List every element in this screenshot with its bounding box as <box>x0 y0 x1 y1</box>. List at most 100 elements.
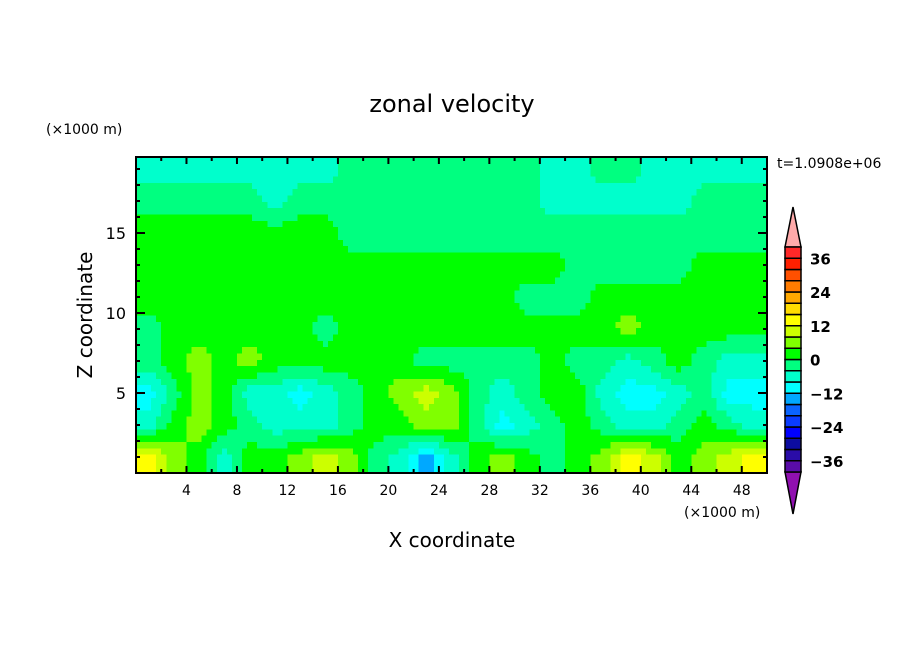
contour-cell <box>751 321 758 329</box>
contour-cell <box>242 245 248 253</box>
contour-cell <box>706 270 713 278</box>
contour-cell <box>590 226 596 234</box>
contour-cell <box>282 441 289 449</box>
contour-cell <box>156 371 162 379</box>
contour-cell <box>176 447 183 455</box>
contour-cell <box>196 239 203 247</box>
contour-cell <box>252 416 258 424</box>
contour-cell <box>711 346 718 354</box>
contour-cell <box>565 365 571 373</box>
contour-cell <box>554 435 561 442</box>
contour-cell <box>282 390 289 398</box>
contour-cell <box>666 352 672 360</box>
contour-cell <box>716 340 723 348</box>
contour-cell <box>196 302 203 310</box>
contour-cell <box>509 409 516 417</box>
contour-cell <box>247 359 253 367</box>
contour-cell <box>554 346 561 354</box>
contour-cell <box>262 409 268 417</box>
contour-cell <box>231 346 238 354</box>
contour-cell <box>252 245 258 253</box>
contour-cell <box>454 435 460 442</box>
contour-cell <box>741 321 748 329</box>
contour-cell <box>292 422 299 430</box>
contour-cell <box>625 239 632 247</box>
contour-cell <box>292 416 299 424</box>
contour-cell <box>272 409 278 417</box>
contour-cell <box>751 251 758 259</box>
contour-cell <box>297 384 304 392</box>
contour-cell <box>595 258 602 266</box>
contour-cell <box>282 346 289 354</box>
contour-cell <box>282 416 289 424</box>
contour-cell <box>358 466 364 474</box>
contour-cell <box>650 447 657 455</box>
contour-cell <box>660 245 667 253</box>
contour-cell <box>504 384 511 392</box>
contour-cell <box>650 220 657 228</box>
contour-cell <box>348 466 354 474</box>
contour-cell <box>524 226 531 234</box>
contour-cell <box>706 258 713 266</box>
contour-cell <box>383 315 389 322</box>
contour-cell <box>358 384 364 392</box>
contour-cell <box>711 226 718 234</box>
contour-cell <box>590 409 596 417</box>
contour-cell <box>666 340 672 348</box>
contour-cell <box>353 315 359 322</box>
contour-cell <box>161 232 167 240</box>
contour-cell <box>257 289 263 297</box>
contour-cell <box>595 428 602 436</box>
contour-cell <box>494 409 501 417</box>
contour-cell <box>459 270 465 278</box>
contour-cell <box>529 397 536 405</box>
contour-cell <box>711 321 718 329</box>
contour-cell <box>686 454 692 461</box>
contour-cell <box>267 302 273 310</box>
contour-cell <box>524 232 531 240</box>
contour-cell <box>242 251 248 259</box>
contour-cell <box>600 403 607 411</box>
contour-cell <box>433 447 440 455</box>
contour-cell <box>332 422 339 430</box>
contour-cell <box>262 466 268 474</box>
contour-cell <box>721 296 728 303</box>
contour-cell <box>671 441 677 449</box>
contour-cell <box>393 422 400 430</box>
contour-cell <box>257 352 263 360</box>
contour-cell <box>221 333 228 341</box>
contour-cell <box>438 365 445 373</box>
contour-cell <box>554 454 561 461</box>
contour-cell <box>554 365 561 373</box>
contour-cell <box>484 359 490 367</box>
contour-cell <box>504 283 511 291</box>
contour-cell <box>236 365 243 373</box>
contour-cell <box>645 264 652 272</box>
contour-cell <box>701 232 708 240</box>
contour-cell <box>499 232 506 240</box>
contour-cell <box>494 352 501 360</box>
contour-cell <box>499 321 506 329</box>
contour-cell <box>746 333 753 341</box>
contour-cell <box>413 403 420 411</box>
contour-cell <box>388 416 395 424</box>
contour-cell <box>236 226 243 234</box>
contour-cell <box>479 220 485 228</box>
contour-cell <box>373 232 379 240</box>
contour-cell <box>151 264 157 272</box>
contour-cell <box>731 264 738 272</box>
contour-cell <box>620 283 627 291</box>
contour-cell <box>226 340 233 348</box>
contour-cell <box>252 226 258 234</box>
contour-cell <box>332 315 339 322</box>
contour-cell <box>600 359 607 367</box>
contour-cell <box>494 454 501 461</box>
contour-cell <box>378 454 384 461</box>
contour-cell <box>282 365 289 373</box>
contour-cell <box>176 397 183 405</box>
contour-cell <box>655 239 662 247</box>
contour-cell <box>242 397 248 405</box>
contour-cell <box>660 315 667 322</box>
contour-cell <box>560 466 566 474</box>
contour-cell <box>726 447 733 455</box>
